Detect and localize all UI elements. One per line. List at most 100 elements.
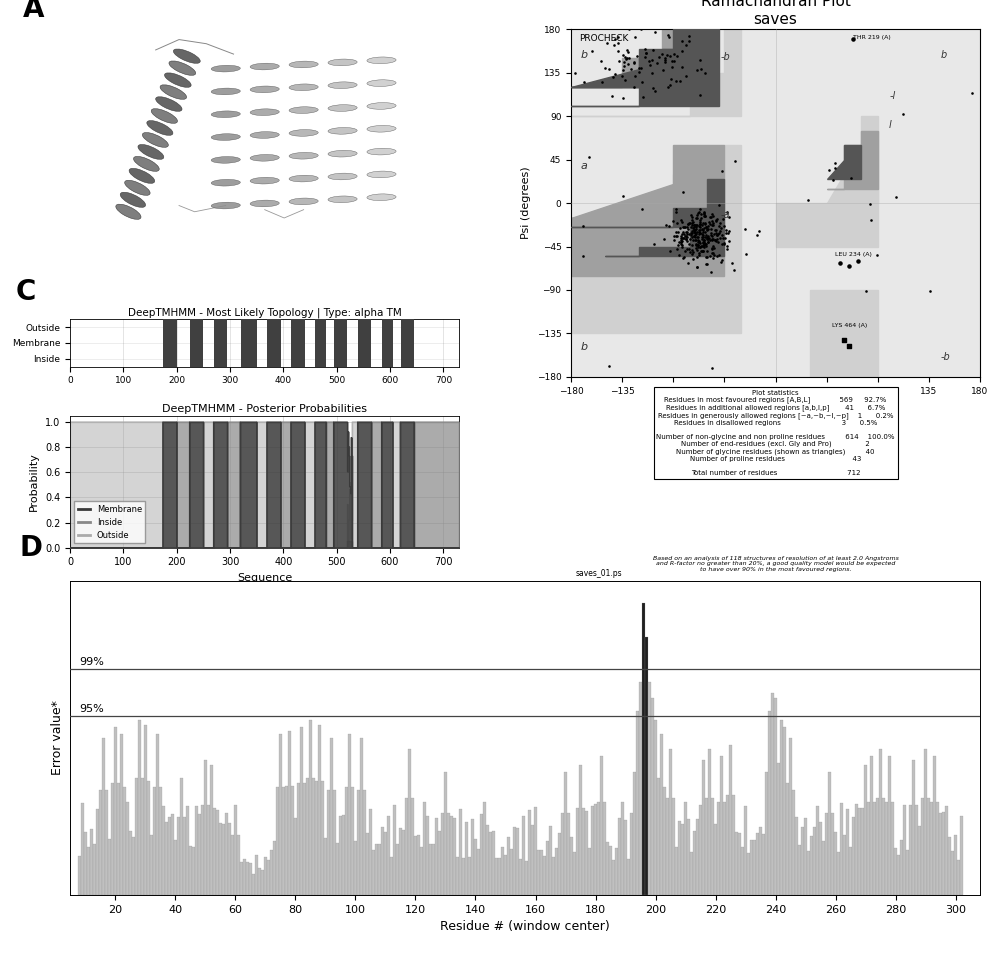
Point [827,156,843,171]
Point [616,58,632,74]
Bar [111,783,114,895]
Bar [285,786,288,895]
Point [665,213,681,229]
Point [676,227,692,242]
Ellipse shape [134,157,159,171]
Inside [383,542,395,554]
Point [711,218,727,234]
Point [584,44,600,59]
Ellipse shape [289,107,318,114]
Point [662,77,678,92]
Bar [324,839,327,895]
Point [708,234,724,249]
Point [658,217,674,233]
Bar [114,727,117,895]
Bar [693,831,696,895]
Point [709,231,725,246]
Point [674,231,690,246]
Polygon shape [605,228,724,256]
Bar [648,682,651,895]
Bar [234,806,237,895]
Point [695,238,711,254]
Membrane [131,542,143,554]
Bar [720,756,723,895]
Bar [435,817,438,895]
Point [709,228,725,243]
Bar [834,832,837,895]
Bar [255,855,258,895]
Ellipse shape [367,102,396,109]
Point [694,243,710,259]
Point [671,234,687,249]
Bar [810,836,813,895]
Point [688,217,704,233]
Point [696,204,712,220]
Point [696,236,712,252]
Point [688,226,704,241]
Bar [459,810,462,895]
Polygon shape [827,130,878,189]
Text: 95%: 95% [79,703,104,714]
Bar [270,850,273,895]
Bar [318,725,321,895]
Point [714,236,730,252]
Bar [261,870,264,895]
Bar [804,818,807,895]
Bar [636,711,639,895]
Point [691,226,707,241]
Inside [453,416,465,428]
Bar [822,842,825,895]
Point [716,235,732,251]
Bar [309,720,312,895]
Title: DeepTMHMM - Posterior Probabilities: DeepTMHMM - Posterior Probabilities [162,404,367,414]
Point [692,88,708,103]
Point [699,231,715,246]
Point [695,222,711,237]
Bar [390,857,393,895]
Point [686,222,702,237]
Point [721,209,737,225]
Point [688,219,704,234]
Point [705,216,721,232]
Bar [334,319,347,367]
Bar [214,319,227,367]
Point [694,227,710,242]
Ellipse shape [142,132,168,147]
Point [712,231,728,246]
Point [678,228,694,243]
Point [693,206,709,222]
Point [699,230,715,245]
Point [832,255,848,270]
Bar [552,857,555,895]
Point [702,216,718,232]
Bar [300,727,303,895]
Bar [195,807,198,895]
Point [664,59,680,75]
Bar [129,831,132,895]
Bar [81,803,84,895]
Bar [315,781,318,895]
Point [689,217,705,233]
Point [721,223,737,238]
Bar [291,319,305,367]
Point [704,240,720,256]
Outside [230,542,242,554]
Point [689,237,705,253]
Bar [333,790,336,895]
Text: -b: -b [721,53,731,62]
Point [679,230,695,245]
Inside [402,542,414,554]
Point [644,65,660,81]
Point [593,54,609,69]
Point [964,85,980,100]
Ellipse shape [250,200,279,207]
Bar [756,833,759,895]
Point [687,222,703,237]
Point [686,222,702,237]
Point [657,53,673,68]
Bar [735,832,738,895]
Point [684,215,700,231]
Bar [456,857,459,895]
Point [687,225,703,240]
Point [633,60,649,76]
